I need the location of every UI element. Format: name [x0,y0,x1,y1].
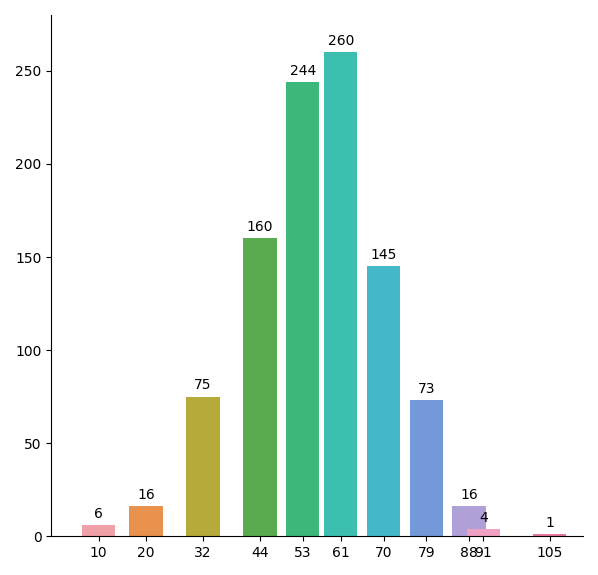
Bar [466,529,500,536]
Bar [129,507,163,536]
Bar [324,52,358,536]
Bar [243,239,277,536]
Text: 75: 75 [194,378,212,393]
Bar [367,266,400,536]
Bar [187,397,219,536]
Text: 6: 6 [94,507,103,521]
Bar [82,525,115,536]
Text: 260: 260 [328,34,354,48]
Text: 16: 16 [460,488,478,503]
Bar [453,507,486,536]
Text: 244: 244 [289,64,316,78]
Text: 16: 16 [137,488,155,503]
Text: 1: 1 [545,516,554,530]
Bar [533,534,566,536]
Text: 4: 4 [479,511,487,524]
Text: 145: 145 [370,248,396,262]
Bar [410,400,443,536]
Text: 73: 73 [417,382,435,396]
Bar [286,82,319,536]
Text: 160: 160 [247,220,273,234]
